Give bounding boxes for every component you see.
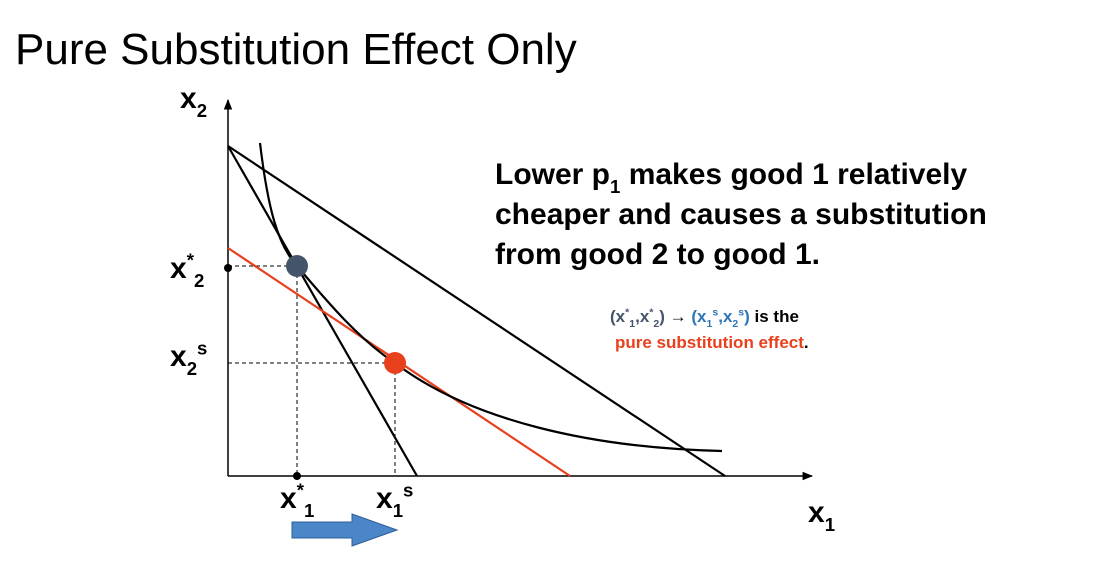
substitution-choice xyxy=(384,352,406,374)
y-axis-label: x2 xyxy=(180,82,207,121)
text-segment: * xyxy=(297,480,305,501)
text-segment: 1 xyxy=(304,500,314,521)
text-segment: * xyxy=(625,307,630,319)
axes xyxy=(223,98,814,481)
text-segment: ) xyxy=(659,307,665,326)
text-segment: x xyxy=(170,252,187,285)
explanation-line: Lower p1 makes good 1 relatively xyxy=(495,158,968,197)
text-segment: x xyxy=(170,340,187,373)
text-segment: pure substitution effect xyxy=(615,333,804,352)
text-segment: 2 xyxy=(732,318,738,330)
guide xyxy=(228,362,396,476)
text-segment: 1 xyxy=(825,514,835,535)
text-segment: is the xyxy=(750,307,799,326)
text-segment: * xyxy=(187,250,195,271)
text-segment: x xyxy=(280,482,297,515)
text-segment: x xyxy=(808,496,825,529)
text-segment: → xyxy=(665,307,691,326)
text-segment: s xyxy=(712,307,718,319)
text-segment: 2 xyxy=(194,270,204,291)
text-segment: . xyxy=(804,333,809,352)
text-segment: (x xyxy=(610,307,626,326)
text-segment: x xyxy=(376,482,393,515)
text-segment: * xyxy=(649,307,654,319)
text-segment: 2 xyxy=(653,318,659,330)
point-label: x*2 xyxy=(170,250,204,291)
explanation-line: from good 2 to good 1. xyxy=(495,238,820,271)
x-axis-label: x1 xyxy=(808,496,835,535)
shift-arrow xyxy=(291,513,399,547)
text-segment: (x xyxy=(691,307,707,326)
text-segment: s xyxy=(403,480,413,501)
text-segment: makes good 1 relatively xyxy=(620,158,967,191)
text-segment: from good 2 to good 1. xyxy=(495,238,820,271)
axis-dot xyxy=(293,472,301,480)
budget-line xyxy=(227,145,726,477)
text-segment: ,x xyxy=(718,307,733,326)
text-segment: ) xyxy=(744,307,750,326)
text-segment: 1 xyxy=(393,500,403,521)
title: Pure Substitution Effect Only xyxy=(15,25,577,74)
original-choice xyxy=(286,255,308,277)
note-line: (x*1,x*2) → (x1s,x2s) is the xyxy=(610,307,799,331)
dashed-guides xyxy=(228,265,396,476)
text-segment: Lower p xyxy=(495,158,610,191)
point-label: x*1 xyxy=(280,480,314,521)
text-segment: x xyxy=(180,82,197,115)
text-segment: 1 xyxy=(629,318,635,330)
point-label: x1s xyxy=(376,480,413,521)
text-segment: 1 xyxy=(707,318,713,330)
note-line: pure substitution effect. xyxy=(615,333,809,352)
guide xyxy=(228,265,298,476)
text-segment: ,x xyxy=(635,307,650,326)
text-segment: s xyxy=(197,338,207,359)
text-segment: 2 xyxy=(197,100,207,121)
axis-dot xyxy=(224,264,232,272)
text-segment: s xyxy=(738,307,744,319)
indifference-curve xyxy=(258,142,723,453)
text-segment: 2 xyxy=(187,358,197,379)
text-segment: cheaper and causes a substitution xyxy=(495,198,987,231)
point-label: x2s xyxy=(170,338,207,379)
text-segment: 1 xyxy=(610,176,620,197)
explanation-line: cheaper and causes a substitution xyxy=(495,198,987,231)
